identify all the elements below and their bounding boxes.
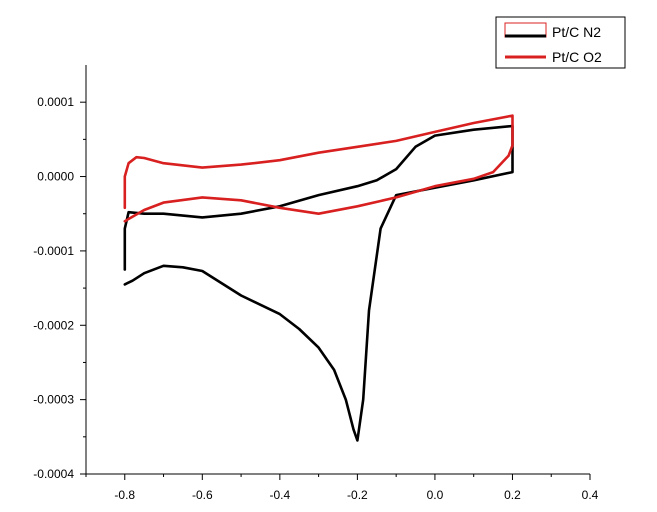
y-tick-label: 0.0001 (37, 95, 74, 109)
x-tick-label: 0.0 (427, 488, 444, 502)
x-tick-label: -0.4 (270, 488, 291, 502)
y-tick-label: -0.0002 (33, 318, 74, 332)
legend-box (495, 16, 626, 69)
y-tick-label: -0.0003 (33, 393, 74, 407)
x-tick-label: 0.4 (582, 488, 599, 502)
x-tick-label: -0.8 (114, 488, 135, 502)
y-tick-label: -0.0001 (33, 244, 74, 258)
y-tick-label: -0.0004 (33, 467, 74, 481)
legend: Pt/C N2 Pt/C O2 (495, 16, 626, 69)
legend-label-n2: Pt/C N2 (552, 24, 601, 40)
x-tick-label: 0.2 (504, 488, 521, 502)
series-line-pt-c-n2 (123, 124, 514, 442)
axes: -0.8 -0.6 -0.4 -0.2 0.0 0.2 0.4 -0.0004 -0.0003 -… (33, 65, 599, 502)
x-tick-label: -0.6 (192, 488, 213, 502)
x-tick-label: -0.2 (347, 488, 368, 502)
legend-label-o2: Pt/C O2 (552, 49, 602, 65)
series-line-pt-c-o2 (123, 114, 514, 223)
y-tick-label: 0.0000 (37, 170, 74, 184)
series-layer (123, 114, 514, 442)
